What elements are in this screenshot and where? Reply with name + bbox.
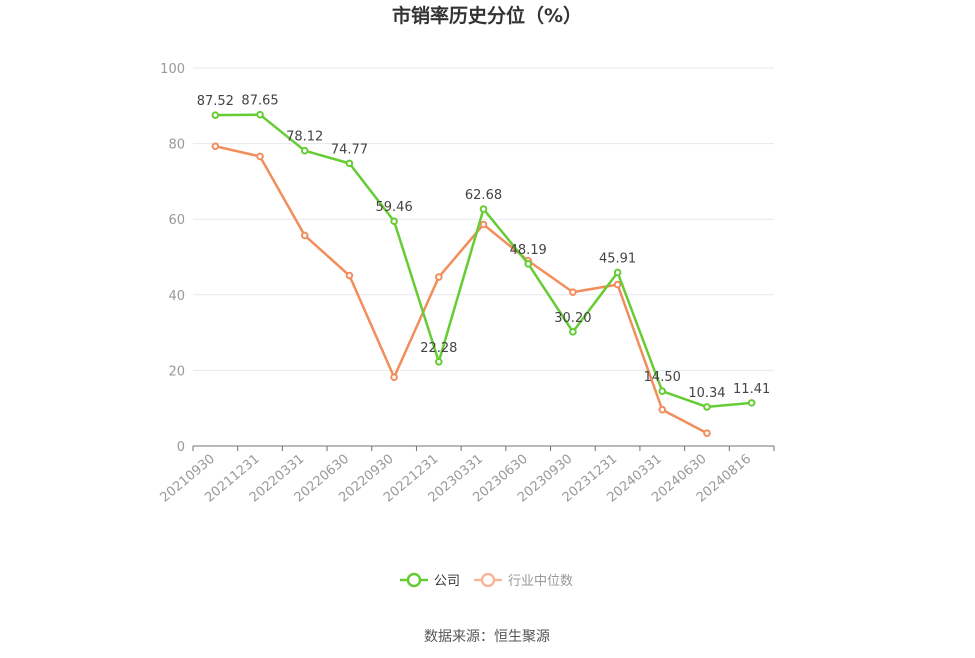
data-point-company	[211, 111, 220, 119]
data-label-company: 62.68	[465, 188, 502, 203]
data-label-company: 78.12	[286, 130, 323, 145]
data-point-industry	[569, 288, 577, 296]
data-label-company: 48.19	[510, 243, 547, 258]
data-point-company	[703, 403, 711, 411]
data-point-industry	[256, 152, 264, 161]
data-point-company	[256, 110, 264, 119]
y-tick-label: 80	[168, 138, 185, 153]
data-label-company: 11.41	[733, 382, 770, 397]
data-point-company	[569, 328, 577, 336]
data-label-company: 30.20	[554, 311, 591, 326]
series-line-industry	[215, 145, 708, 435]
legend-company-marker	[406, 572, 422, 588]
data-labels: 87.52 87.65 78.12 74.77 59.46 22.28 62.68 48.19…	[197, 94, 771, 401]
data-point-company	[658, 387, 667, 395]
data-label-company: 59.46	[376, 200, 413, 215]
y-tick-label: 20	[168, 364, 185, 379]
data-point-company	[435, 357, 443, 366]
data-point-company	[479, 205, 488, 213]
data-label-company: 22.28	[420, 341, 457, 356]
legend-item-company[interactable]: 公司	[400, 572, 460, 589]
y-tick-label: 100	[160, 62, 185, 77]
data-point-industry	[345, 271, 354, 280]
grid	[193, 67, 774, 371]
series-line-company	[215, 113, 752, 409]
legend-item-industry[interactable]: 行业中位数	[474, 572, 573, 589]
y-axis: 0 20 40 60 80 100	[160, 62, 185, 455]
data-point-industry	[479, 220, 488, 229]
data-label-company: 74.77	[331, 142, 368, 157]
data-point-industry	[390, 373, 398, 382]
data-point-company	[345, 159, 354, 168]
data-label-company: 14.50	[644, 370, 681, 385]
x-axis: 2021093020211231202203312022063020220930…	[158, 445, 775, 506]
data-point-industry	[211, 142, 220, 151]
legend[interactable]: 公司 行业中位数	[400, 572, 573, 589]
data-label-company: 10.34	[688, 386, 725, 401]
data-label-company: 87.52	[197, 94, 234, 109]
data-label-company: 45.91	[599, 251, 636, 266]
data-point-industry	[613, 280, 622, 289]
y-tick-label: 40	[168, 289, 185, 304]
data-point-industry	[300, 231, 309, 240]
data-point-company	[524, 260, 532, 268]
series-layer	[211, 110, 756, 437]
y-tick-label: 0	[177, 440, 185, 455]
data-point-industry	[435, 273, 443, 281]
legend-industry-label: 行业中位数	[508, 574, 573, 589]
data-point-company	[390, 217, 398, 226]
data-point-company	[613, 268, 622, 277]
legend-company-label: 公司	[434, 574, 460, 589]
y-tick-label: 60	[168, 213, 185, 228]
data-point-industry	[658, 405, 667, 414]
chart-title: 市销率历史分位（%）	[392, 4, 582, 27]
data-point-industry	[703, 429, 711, 437]
legend-industry-marker	[480, 572, 496, 588]
data-point-company	[747, 399, 756, 407]
data-label-company: 87.65	[241, 94, 278, 109]
source-note: 数据来源：恒生聚源	[424, 629, 550, 645]
data-point-company	[300, 146, 309, 155]
